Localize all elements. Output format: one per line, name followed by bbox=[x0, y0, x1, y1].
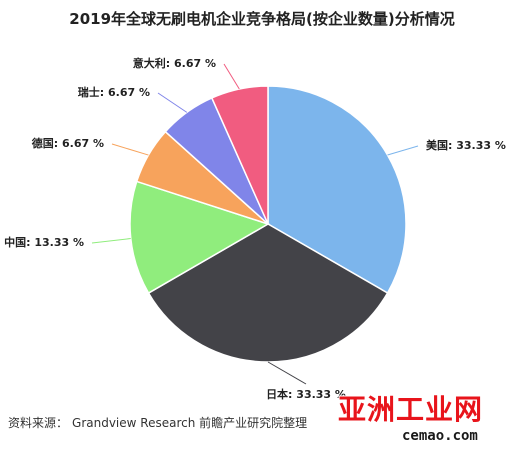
chart-title: 2019年全球无刷电机企业竞争格局(按企业数量)分析情况 bbox=[69, 10, 455, 28]
watermark-brand: 亚洲工业网 bbox=[338, 393, 484, 426]
pie-connector-1 bbox=[267, 361, 307, 385]
pie-label-5: 意大利: 6.67 % bbox=[133, 56, 216, 70]
source-text: Grandview Research 前瞻产业研究院整理 bbox=[72, 416, 308, 430]
pie-connector-2 bbox=[91, 238, 131, 244]
pie-slice-2 bbox=[129, 180, 270, 295]
source-note: 资料来源： Grandview Research 前瞻产业研究院整理 bbox=[8, 414, 311, 431]
pie-connector-5 bbox=[223, 63, 240, 90]
pie-connector-3 bbox=[111, 143, 149, 156]
pie-connector-4 bbox=[157, 92, 188, 113]
pie-label-0: 美国: 33.33 % bbox=[426, 138, 506, 152]
watermark-url: cemao.com bbox=[402, 428, 478, 444]
source-label: 资料来源： bbox=[8, 416, 69, 430]
pie-label-3: 德国: 6.67 % bbox=[31, 136, 104, 150]
pie-label-1: 日本: 33.33 % bbox=[266, 387, 346, 401]
pie-connector-0 bbox=[387, 145, 419, 156]
pie-label-4: 瑞士: 6.67 % bbox=[78, 85, 150, 99]
pie-label-2: 中国: 13.33 % bbox=[4, 235, 84, 249]
